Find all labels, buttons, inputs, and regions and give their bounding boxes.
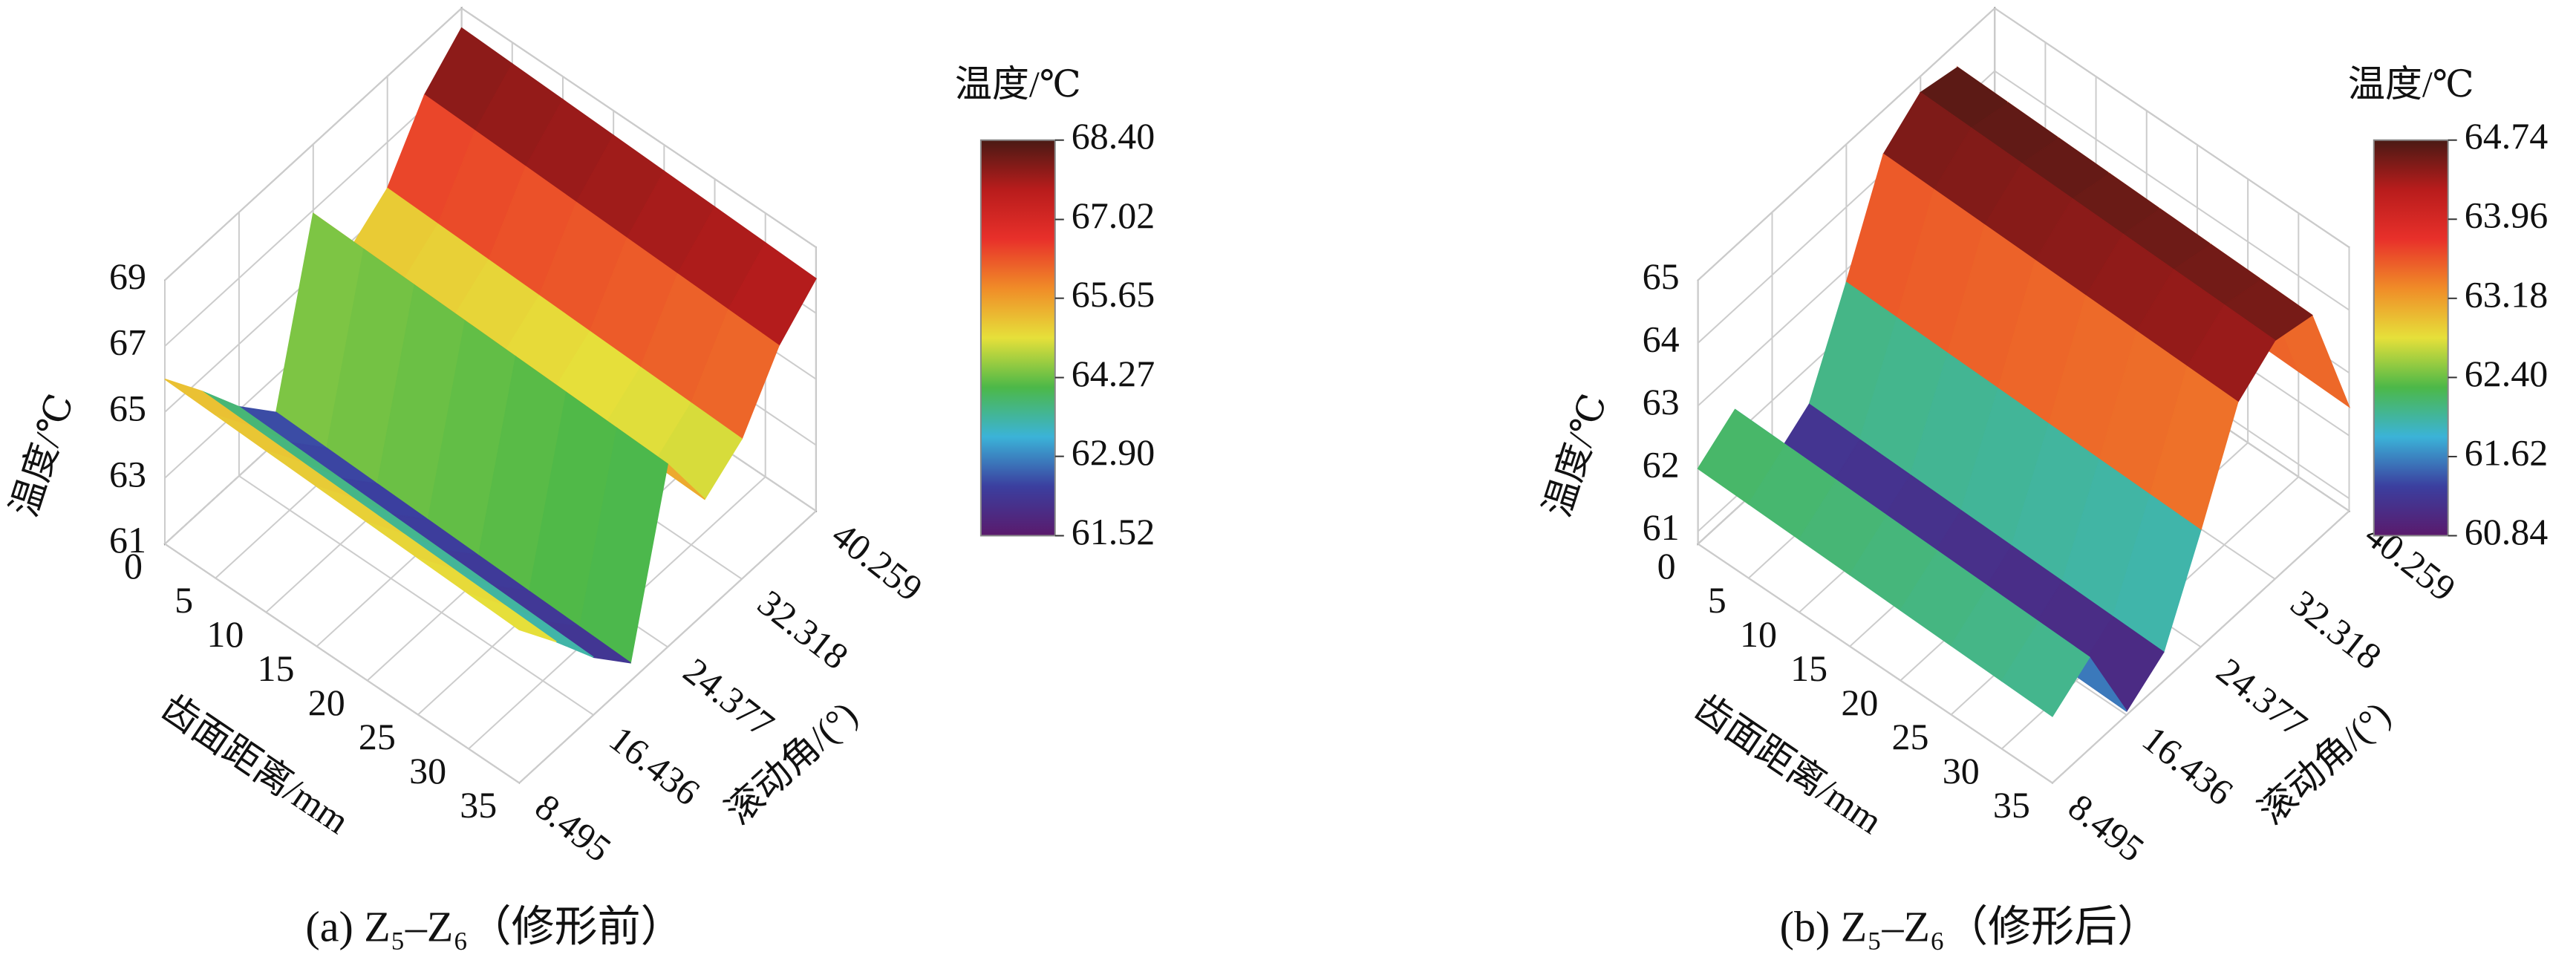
x-tick-label: 25 — [359, 716, 396, 757]
grid-line — [1994, 7, 2350, 248]
x-tick-label: 30 — [1943, 750, 1980, 791]
colorbar-tick-label: 65.65 — [1072, 273, 1155, 315]
z-tick-label: 61 — [109, 519, 146, 561]
grid-line — [1698, 543, 2053, 784]
grid-line — [164, 543, 520, 784]
colorbar-tick-label: 67.02 — [1072, 195, 1155, 236]
caption: (b) Z₅–Z₆（修形后） — [1780, 903, 2160, 951]
colorbar-tick-label: 63.96 — [2465, 195, 2549, 236]
z-tick-label: 64 — [1643, 318, 1680, 359]
grid-line — [461, 7, 817, 248]
z-tick-label: 67 — [109, 321, 146, 363]
colorbar-tick-label: 62.90 — [1072, 431, 1155, 473]
x-tick-label: 35 — [460, 784, 497, 826]
x-tick-label: 25 — [1892, 716, 1929, 757]
y-tick-label: 24.377 — [2209, 650, 2315, 745]
surface-patch — [468, 593, 557, 643]
y-tick-label: 8.495 — [2061, 786, 2152, 869]
colorbar-tick-label: 62.40 — [2465, 353, 2549, 394]
colorbar-title: 温度/℃ — [955, 63, 1081, 105]
x-tick-label: 5 — [1708, 579, 1726, 621]
x-tick-label: 20 — [308, 682, 345, 723]
colorbar-tick-label: 64.74 — [2465, 115, 2549, 157]
colorbar-tick-label: 60.84 — [2465, 511, 2549, 552]
z-tick-label: 62 — [1643, 444, 1680, 486]
colorbar — [979, 139, 1056, 537]
x-tick-label: 0 — [124, 545, 143, 587]
z-tick-label: 69 — [109, 255, 146, 297]
x-tick-label: 15 — [1790, 647, 1827, 689]
y-tick-label: 24.377 — [676, 650, 782, 745]
colorbar-title: 温度/℃ — [2348, 63, 2474, 105]
x-tick-label: 35 — [1993, 784, 2030, 826]
surface-patch — [2001, 621, 2090, 717]
y-tick-label: 8.495 — [527, 786, 619, 869]
caption: (a) Z₅–Z₆（修形前） — [305, 903, 683, 951]
grid-line — [1994, 70, 2350, 311]
y-tick-label: 32.318 — [750, 581, 856, 677]
z-tick-label: 63 — [109, 453, 146, 494]
colorbar — [2373, 139, 2449, 537]
y-tick-label: 16.436 — [601, 718, 708, 814]
z-tick-label: 65 — [1643, 255, 1680, 297]
x-tick-label: 10 — [206, 613, 244, 655]
z-tick-label: 61 — [1643, 506, 1680, 548]
z-tick-label: 65 — [109, 387, 146, 428]
colorbar-tick-label: 68.40 — [1072, 115, 1155, 157]
colorbar-tick-label: 61.62 — [2465, 431, 2549, 473]
x-tick-label: 5 — [175, 579, 193, 621]
colorbar-tick-label: 61.52 — [1072, 511, 1155, 552]
colorbar-tick-label: 64.27 — [1072, 353, 1155, 394]
colorbar-tick-label: 63.18 — [2465, 273, 2549, 315]
grid-line — [238, 475, 594, 716]
z-axis-title: 温度/℃ — [1536, 389, 1614, 522]
x-tick-label: 20 — [1841, 682, 1878, 723]
x-tick-label: 15 — [258, 647, 295, 689]
y-tick-label: 40.259 — [824, 514, 930, 610]
x-tick-label: 0 — [1657, 545, 1676, 587]
x-tick-label: 10 — [1740, 613, 1777, 655]
y-tick-label: 32.318 — [2283, 581, 2390, 677]
z-tick-label: 63 — [1643, 381, 1680, 422]
y-tick-label: 16.436 — [2135, 718, 2241, 814]
x-tick-label: 30 — [409, 750, 446, 791]
z-axis-title: 温度/℃ — [3, 389, 82, 522]
